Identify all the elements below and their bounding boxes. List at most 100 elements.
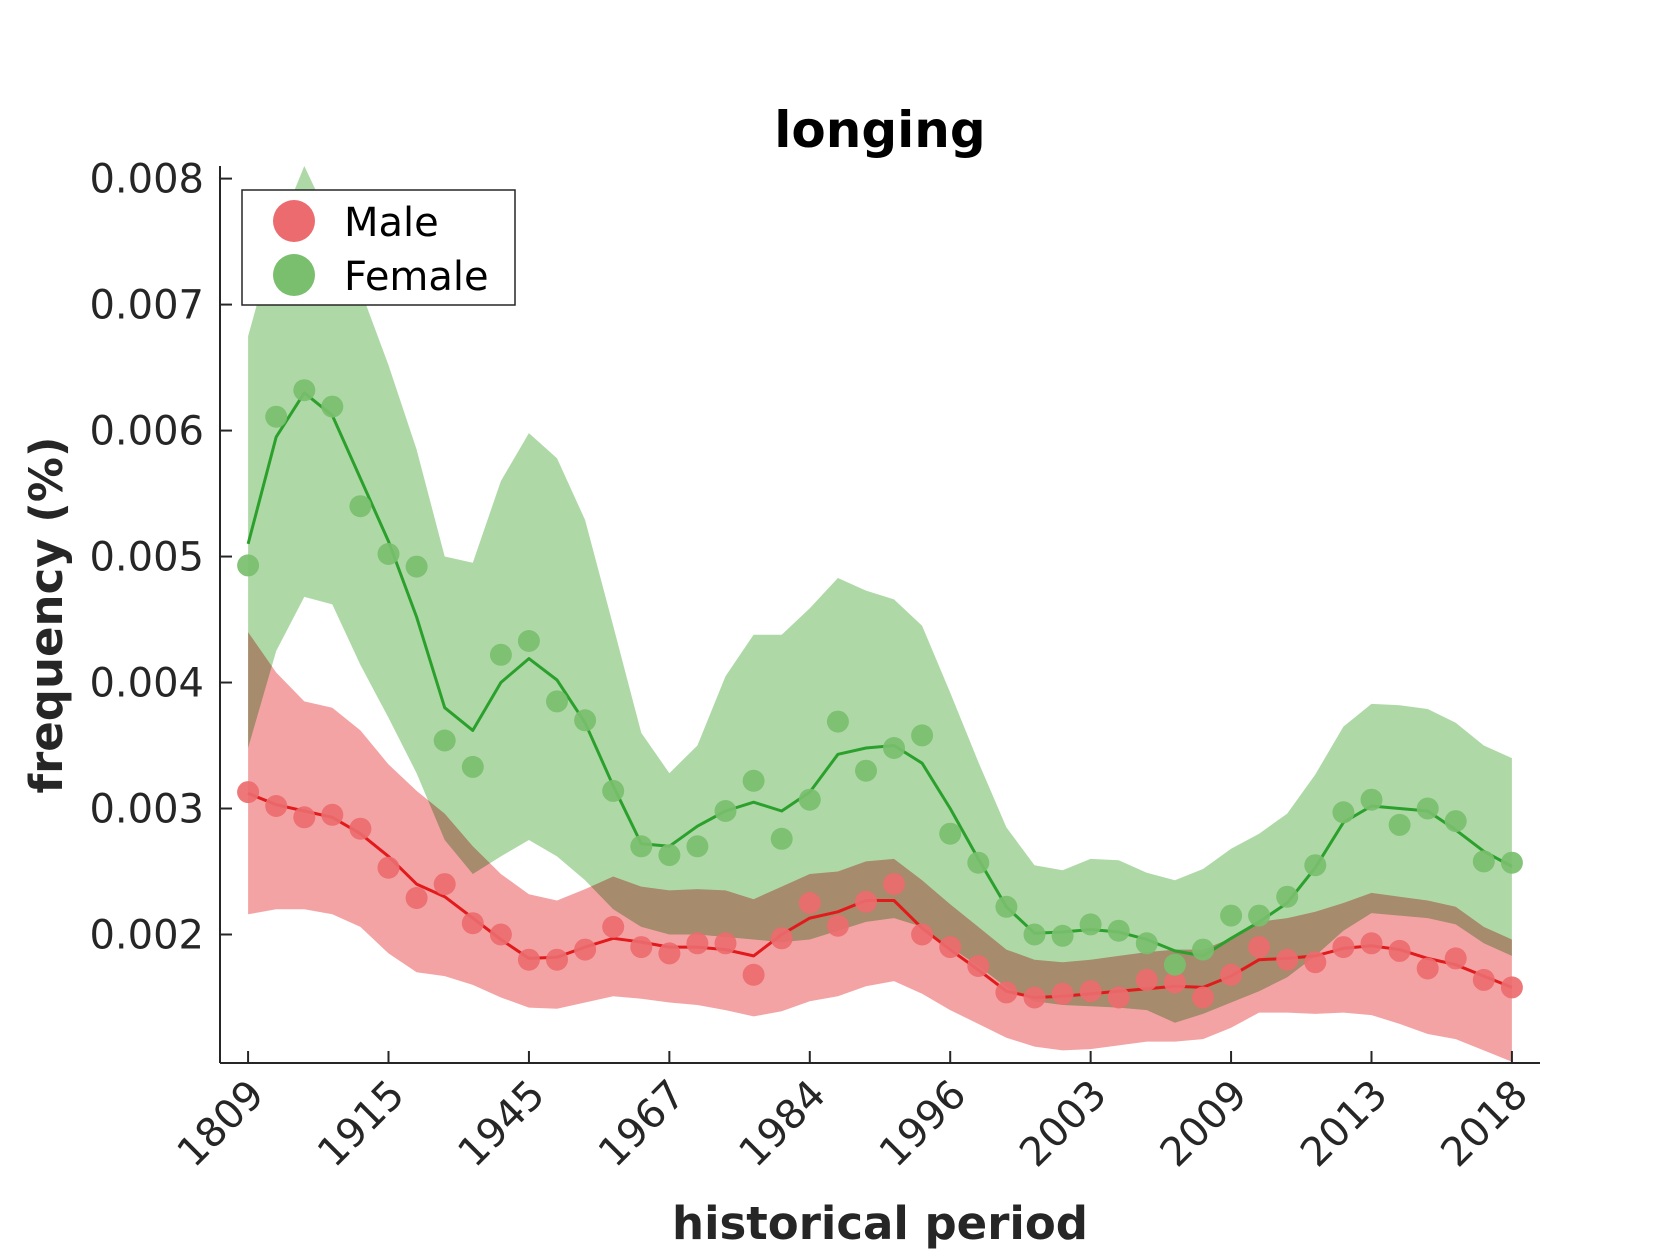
point-female	[1304, 854, 1327, 877]
point-male	[321, 803, 344, 826]
point-female	[911, 724, 934, 747]
point-male	[517, 948, 540, 971]
point-male	[911, 923, 934, 946]
point-male	[602, 915, 625, 938]
point-male	[574, 938, 597, 961]
point-male	[939, 936, 962, 959]
point-female	[461, 755, 484, 778]
legend-marker-female	[273, 254, 315, 296]
point-female	[967, 851, 990, 874]
point-male	[1416, 957, 1439, 980]
y-axis-label: frequency (%)	[20, 437, 73, 794]
point-male	[1220, 963, 1243, 986]
x-tick-label: 1996	[871, 1072, 976, 1177]
x-axis-label: historical period	[672, 1197, 1088, 1250]
point-male	[1051, 982, 1074, 1005]
point-male	[1304, 951, 1327, 974]
point-male	[995, 981, 1018, 1004]
point-female	[686, 835, 709, 858]
point-female	[798, 788, 821, 811]
point-male	[686, 932, 709, 955]
point-female	[1360, 788, 1383, 811]
point-female	[1332, 801, 1355, 824]
point-male	[826, 914, 849, 937]
point-female	[1079, 913, 1102, 936]
point-female	[1500, 851, 1523, 874]
point-male	[1388, 939, 1411, 962]
point-female	[1135, 932, 1158, 955]
point-male	[1079, 980, 1102, 1003]
point-female	[1416, 797, 1439, 820]
point-female	[1444, 810, 1467, 833]
point-male	[433, 873, 456, 896]
point-female	[658, 844, 681, 867]
point-female	[265, 405, 288, 428]
point-male	[377, 856, 400, 879]
y-tick-label: 0.002	[89, 912, 204, 958]
point-female	[1220, 904, 1243, 927]
point-male	[1135, 968, 1158, 991]
legend: Male Female	[241, 189, 516, 306]
point-male	[630, 936, 653, 959]
x-tick-label: 1945	[449, 1072, 554, 1177]
point-female	[995, 895, 1018, 918]
x-tick-label: 1967	[590, 1072, 695, 1177]
point-female	[1472, 850, 1495, 873]
point-female	[1163, 953, 1186, 976]
point-male	[798, 892, 821, 914]
legend-marker-male	[273, 200, 315, 242]
point-female	[321, 395, 344, 418]
data-points	[237, 379, 1523, 1009]
point-female	[602, 779, 625, 802]
point-female	[1023, 923, 1046, 946]
point-male	[1444, 947, 1467, 970]
point-male	[714, 932, 737, 955]
point-female	[1192, 938, 1214, 961]
point-female	[883, 737, 905, 759]
point-female	[349, 495, 372, 518]
x-tick-label: 1915	[309, 1072, 414, 1177]
y-tick-label: 0.007	[89, 283, 204, 329]
point-male	[1472, 968, 1495, 991]
point-male	[658, 942, 681, 965]
point-female	[855, 759, 877, 782]
point-male	[967, 955, 990, 977]
band-female	[248, 166, 1512, 1023]
point-female	[489, 643, 512, 666]
point-male	[237, 781, 260, 804]
y-tick-label: 0.008	[89, 157, 204, 203]
point-male	[349, 817, 372, 840]
x-tick-label: 2003	[1011, 1072, 1116, 1177]
point-female	[517, 630, 540, 652]
y-tick-label: 0.003	[89, 787, 204, 833]
legend-label-male: Male	[344, 200, 439, 246]
point-female	[770, 827, 793, 850]
point-male	[883, 873, 905, 896]
point-male	[489, 923, 512, 946]
point-male	[293, 806, 316, 829]
point-female	[742, 769, 765, 792]
point-male	[1023, 986, 1046, 1009]
x-tick-label: 2009	[1152, 1072, 1257, 1177]
line-male	[247, 792, 1513, 999]
point-male	[1192, 986, 1214, 1009]
point-female	[826, 710, 849, 733]
x-tick-label: 1809	[169, 1072, 274, 1177]
y-tick-label: 0.005	[89, 535, 204, 581]
point-male	[405, 887, 428, 909]
line-female	[246, 391, 1513, 958]
point-female	[1107, 919, 1130, 942]
point-male	[1360, 932, 1383, 955]
point-male	[1332, 936, 1355, 959]
point-female	[1051, 924, 1074, 947]
chart-title: longing	[774, 101, 985, 159]
point-male	[1163, 971, 1186, 994]
x-tick-label: 1984	[730, 1072, 835, 1177]
x-ticks: 1809 1915 1945 1967 1984 1996 2003 2009 2013 2018	[169, 1051, 1537, 1176]
point-female	[293, 379, 316, 402]
point-male	[546, 948, 568, 971]
point-male	[461, 912, 484, 935]
point-male	[1276, 948, 1299, 971]
point-female	[1276, 885, 1299, 908]
point-female	[630, 835, 653, 858]
